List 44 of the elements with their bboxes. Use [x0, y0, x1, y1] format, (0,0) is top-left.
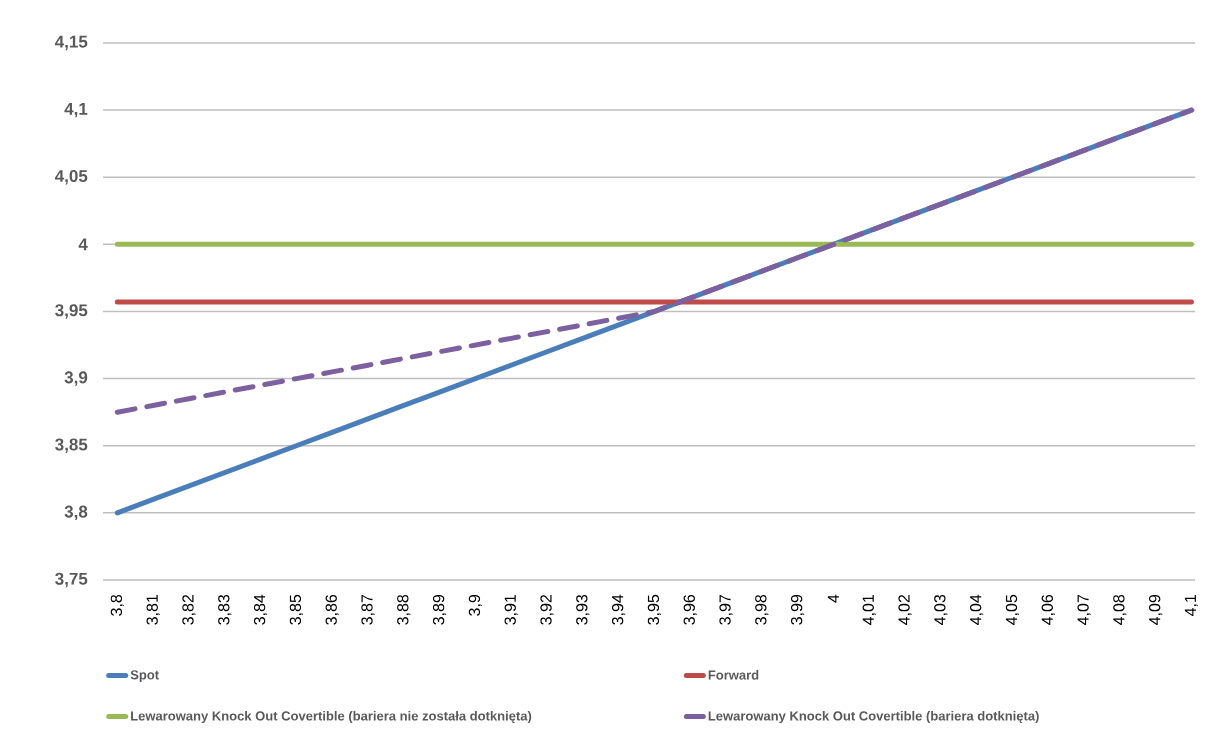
x-tick-label: 4,03 — [934, 594, 948, 625]
y-tick-label: 4,05 — [54, 169, 88, 185]
legend-label: Spot — [130, 670, 159, 683]
x-tick-label: 3,96 — [683, 594, 697, 625]
legend-label: Lewarowany Knock Out Covertible (bariera dotknięta) — [708, 710, 1039, 724]
x-tick-label: 3,8 — [110, 594, 124, 616]
y-tick-label: 3,85 — [55, 438, 88, 453]
x-tick-label: 4,1 — [1184, 594, 1198, 617]
x-tick-label: 4,06 — [1041, 594, 1055, 625]
x-tick-label: 3,82 — [182, 594, 196, 625]
x-tick-label: 3,93 — [576, 594, 590, 625]
x-tick-label: 3,99 — [790, 594, 805, 625]
x-tick-label: 4,07 — [1077, 594, 1091, 625]
x-tick-label: 3,85 — [289, 594, 303, 625]
x-tick-label: 4,08 — [1113, 594, 1127, 625]
legend-label: Lewarowany Knock Out Covertible (bariera nie została dotknięta) — [131, 710, 532, 724]
x-tick-label: 3,91 — [504, 594, 518, 625]
x-tick-label: 3,94 — [611, 594, 626, 625]
y-tick-label: 4,1 — [64, 102, 88, 118]
y-tick-label: 3,8 — [64, 505, 88, 521]
x-tick-label: 4,02 — [898, 594, 912, 625]
y-tick-label: 3,9 — [64, 371, 88, 386]
y-tick-label: 4 — [78, 238, 88, 251]
x-tick-label: 3,98 — [755, 594, 769, 625]
x-tick-label: 3,97 — [719, 594, 733, 625]
x-tick-label: 3,87 — [361, 594, 375, 625]
x-tick-label: 3,86 — [325, 594, 339, 625]
x-tick-label: 3,95 — [647, 594, 661, 625]
x-tick-label: 3,88 — [397, 594, 411, 625]
y-tick-label: 3,95 — [55, 304, 88, 319]
x-tick-label: 3,81 — [146, 594, 160, 625]
x-tick-label: 4,04 — [970, 594, 984, 625]
x-tick-label: 4,05 — [1005, 594, 1020, 625]
y-tick-label: 4,15 — [54, 35, 88, 51]
x-tick-label: 3,83 — [218, 594, 232, 625]
x-tick-label: 4,09 — [1149, 594, 1163, 625]
x-tick-label: 3,92 — [540, 594, 554, 625]
x-tick-label: 4,01 — [862, 594, 876, 625]
x-tick-label: 3,84 — [253, 594, 268, 625]
x-tick-label: 4 — [827, 594, 839, 603]
legend-label: Forward — [708, 670, 759, 680]
x-tick-label: 3,9 — [468, 594, 482, 616]
x-tick-label: 3,89 — [432, 594, 447, 625]
y-tick-label: 3,75 — [55, 572, 88, 588]
